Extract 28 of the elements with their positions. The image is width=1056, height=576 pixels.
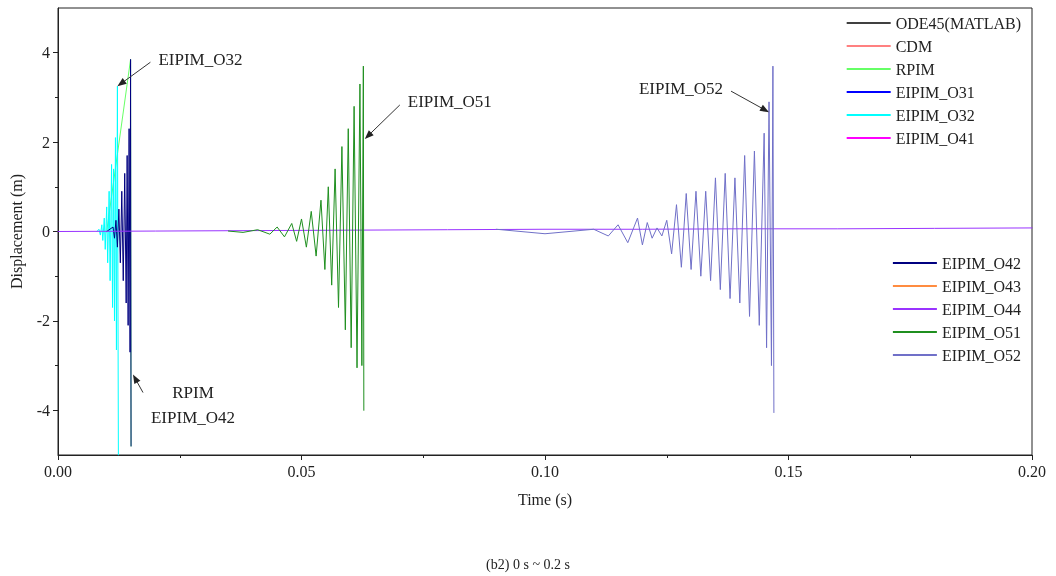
text: (b2) 0 s ~ 0.2 s <box>486 556 570 573</box>
y-tick-label: -4 <box>36 401 50 419</box>
x-tick-label: 0.15 <box>774 462 803 480</box>
legend-label: EIPIM_O43 <box>941 277 1021 295</box>
x-tick-label: 0.00 <box>44 462 72 480</box>
y-axis-title: Displacement (m) <box>7 173 26 290</box>
y-tick-label: -2 <box>36 312 50 330</box>
legend-label: EIPIM_O31 <box>895 83 975 101</box>
legend-label: RPIM <box>895 60 935 78</box>
x-tick-label: 0.20 <box>1018 462 1046 480</box>
annotation: EIPIM_O51 <box>407 92 492 112</box>
x-tick-label: 0.10 <box>531 462 559 480</box>
legend-label: ODE45(MATLAB) <box>895 14 1022 33</box>
y-tick-label: 2 <box>42 133 50 151</box>
legend-label: EIPIM_O41 <box>895 129 975 147</box>
legend-label: CDM <box>895 37 933 55</box>
legend-label: EIPIM_O32 <box>895 106 975 124</box>
legend-label: EIPIM_O42 <box>941 254 1021 272</box>
annotation: EIPIM_O52 <box>638 78 724 98</box>
y-tick-label: 0 <box>42 223 50 240</box>
legend-label: EIPIM_O44 <box>941 300 1021 318</box>
annotation: EIPIM_O32 <box>158 49 243 69</box>
x-axis-title: Time (s) <box>517 490 573 509</box>
legend-label: EIPIM_O51 <box>941 323 1021 341</box>
y-tick-label: 4 <box>42 44 50 62</box>
annotation: RPIM EIPIM_O42 <box>150 382 236 427</box>
x-tick-label: 0.05 <box>287 462 316 480</box>
legend-label: EIPIM_O52 <box>941 346 1021 364</box>
